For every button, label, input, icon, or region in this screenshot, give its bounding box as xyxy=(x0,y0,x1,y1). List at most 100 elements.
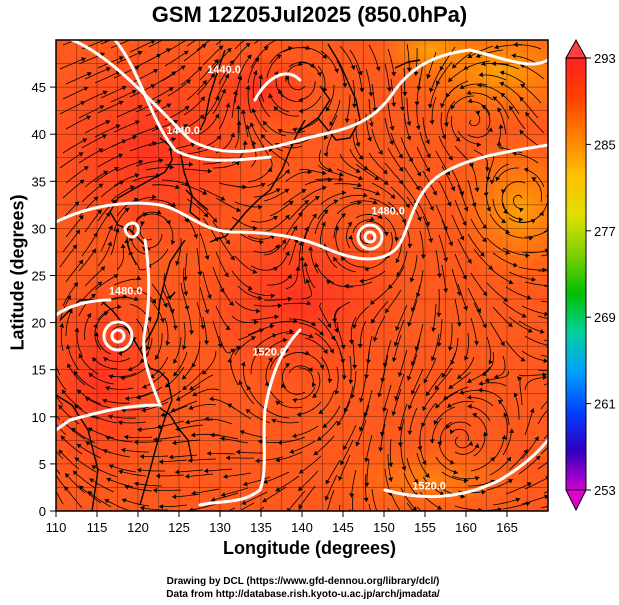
streamline xyxy=(252,70,258,99)
streamline xyxy=(486,478,513,491)
streamline-arrow xyxy=(494,374,499,379)
streamline-arrow xyxy=(242,519,247,524)
streamline xyxy=(351,370,357,399)
streamline-arrow xyxy=(383,231,389,236)
streamline-arrow xyxy=(200,325,206,330)
streamline-arrow xyxy=(258,74,263,80)
streamline-arrow xyxy=(508,479,513,484)
streamline-arrow xyxy=(446,424,451,429)
streamline xyxy=(277,128,306,134)
streamline xyxy=(435,249,441,278)
streamline xyxy=(223,472,252,478)
streamline-arrow xyxy=(391,411,397,416)
streamline-arrow xyxy=(413,478,419,484)
streamline-arrow xyxy=(276,54,282,60)
streamline-arrow xyxy=(433,420,439,425)
streamline-arrow xyxy=(164,382,170,388)
streamline xyxy=(97,306,122,321)
streamline xyxy=(380,423,386,452)
streamline xyxy=(59,152,84,169)
colorbar-max-triangle xyxy=(565,38,587,59)
streamline-arrow xyxy=(237,75,243,81)
streamline xyxy=(250,348,262,375)
contour-label: 1520.0 xyxy=(252,347,286,359)
streamline xyxy=(304,262,316,289)
streamline xyxy=(110,135,137,148)
streamline xyxy=(317,317,335,341)
streamline xyxy=(395,304,408,331)
streamline-arrow xyxy=(410,307,416,312)
streamline-arrow xyxy=(368,122,374,127)
streamline-arrow xyxy=(364,266,369,272)
streamline xyxy=(540,505,548,509)
streamline-arrow xyxy=(245,124,251,130)
streamline xyxy=(323,114,338,141)
streamline xyxy=(97,241,112,267)
streamline-arrow xyxy=(509,428,515,433)
streamline-arrow xyxy=(474,443,480,449)
streamline-arrow xyxy=(355,141,360,147)
streamline xyxy=(206,453,236,455)
streamline xyxy=(257,506,265,511)
streamline-arrow xyxy=(391,102,397,107)
streamline xyxy=(196,301,204,330)
streamline-arrow xyxy=(204,416,209,422)
streamline-arrow xyxy=(425,139,430,145)
streamline-arrow xyxy=(527,328,533,333)
streamline-arrow xyxy=(173,371,178,377)
streamline-arrow xyxy=(429,87,434,93)
streamline xyxy=(301,278,313,300)
streamline xyxy=(202,350,217,375)
streamline-arrow xyxy=(464,355,469,361)
streamline-arrow xyxy=(85,441,91,446)
streamline xyxy=(161,124,189,136)
streamline xyxy=(146,248,169,267)
streamline-arrow xyxy=(85,34,90,39)
streamline xyxy=(135,159,164,167)
streamline-arrow xyxy=(82,138,87,143)
streamline-arrow xyxy=(108,374,114,380)
streamline xyxy=(142,371,166,389)
streamline-arrow xyxy=(480,251,485,257)
streamline xyxy=(400,418,405,447)
streamline-arrow xyxy=(298,97,303,103)
streamline xyxy=(502,301,527,318)
streamline xyxy=(298,322,324,336)
streamline xyxy=(266,381,284,404)
streamline xyxy=(438,288,440,318)
streamline xyxy=(186,306,192,335)
streamline-arrow xyxy=(137,50,143,56)
streamline-arrow xyxy=(477,142,482,148)
streamline-arrow xyxy=(350,65,356,70)
streamline xyxy=(365,350,370,379)
streamline-arrow xyxy=(497,107,502,113)
streamline-arrow xyxy=(128,250,134,256)
streamline-arrow xyxy=(359,426,364,432)
streamline xyxy=(425,372,443,397)
streamline xyxy=(275,451,303,462)
streamline xyxy=(537,192,548,218)
streamline-arrow xyxy=(421,460,427,465)
streamline-arrow xyxy=(459,191,465,196)
streamline xyxy=(403,112,411,141)
streamline-arrow xyxy=(559,392,564,397)
streamline-arrow xyxy=(240,361,246,367)
streamline xyxy=(419,230,424,259)
streamline xyxy=(368,503,372,511)
streamline-arrow xyxy=(184,217,189,223)
streamline xyxy=(78,293,96,317)
streamline xyxy=(180,114,205,131)
streamline-arrow xyxy=(204,340,210,345)
streamline xyxy=(319,302,332,329)
streamline-arrow xyxy=(358,175,363,181)
streamline xyxy=(159,459,188,463)
streamline xyxy=(454,145,474,168)
streamline xyxy=(390,492,401,511)
streamline xyxy=(285,332,314,339)
streamline xyxy=(435,204,448,231)
streamline-arrow xyxy=(193,234,199,239)
streamline-arrow xyxy=(448,77,453,82)
streamline xyxy=(104,498,131,511)
streamline xyxy=(313,435,335,456)
streamline xyxy=(215,40,223,46)
